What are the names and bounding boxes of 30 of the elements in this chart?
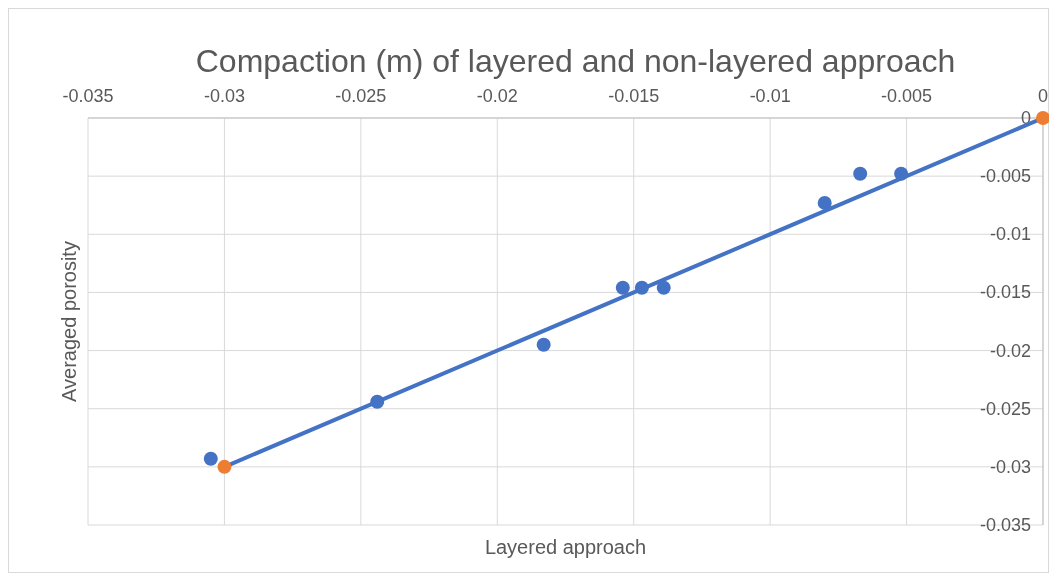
x-tick-label: -0.03 (203, 86, 245, 107)
x-tick-label: 0 (1037, 86, 1049, 107)
x-tick-label: -0.035 (62, 86, 114, 107)
y-axis-title: Averaged porosity (58, 241, 80, 402)
y-tick-label: -0.03 (989, 456, 1031, 477)
y-tick-label: -0.025 (979, 398, 1031, 419)
point (536, 337, 551, 352)
chart-title: Compaction (m) of layered and non-layered approach (195, 43, 956, 79)
point (203, 451, 218, 466)
x-tick-label: -0.01 (749, 86, 791, 107)
x-tick-label: -0.02 (476, 86, 518, 107)
y-tick-label: -0.02 (989, 340, 1031, 361)
point (853, 166, 868, 181)
point (817, 195, 832, 210)
point (656, 280, 671, 295)
x-tick-label: -0.015 (608, 86, 660, 107)
x-tick-label: -0.005 (881, 86, 933, 107)
y-tick-label: -0.01 (989, 224, 1031, 245)
point (1036, 111, 1049, 125)
y-tick-label: -0.035 (979, 515, 1031, 535)
x-axis-title: Layered approach (484, 536, 647, 558)
point (634, 280, 649, 295)
y-tick-label: -0.005 (979, 166, 1031, 187)
point (615, 280, 630, 295)
y-tick-label: 0 (1020, 108, 1031, 128)
point (370, 394, 385, 409)
point (217, 459, 232, 474)
x-tick-label: -0.025 (335, 86, 387, 107)
point (894, 166, 909, 181)
y-tick-label: -0.015 (979, 282, 1031, 303)
